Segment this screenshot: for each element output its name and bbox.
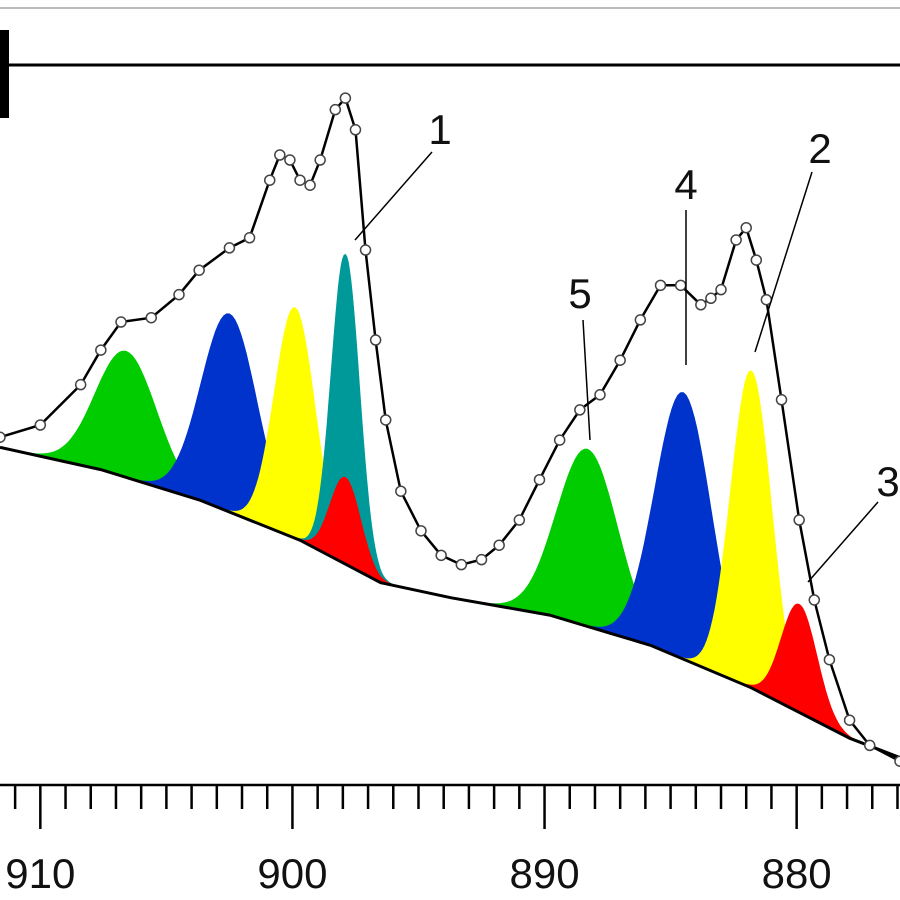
x-tick-label: 880 — [762, 850, 832, 897]
data-point — [274, 149, 286, 161]
data-point — [654, 279, 667, 292]
frame-edge — [0, 30, 9, 118]
data-point — [435, 549, 447, 562]
data-point — [193, 264, 205, 276]
data-point — [173, 288, 185, 301]
data-point — [74, 378, 87, 391]
leader-line — [354, 151, 433, 241]
leader-line — [582, 319, 591, 441]
data-point — [674, 279, 687, 292]
data-point — [775, 394, 788, 406]
data-point — [304, 179, 316, 191]
data-point — [349, 124, 362, 136]
peak-label: 5 — [568, 270, 591, 317]
data-point — [823, 653, 836, 666]
peak-label: 4 — [674, 161, 697, 208]
data-point — [329, 103, 342, 116]
data-point — [115, 316, 127, 328]
data-point — [740, 221, 752, 234]
data-point — [695, 299, 707, 311]
data-point — [339, 92, 352, 104]
background-line — [0, 445, 900, 759]
leader-line — [754, 171, 813, 353]
data-point — [145, 311, 158, 324]
x-tick-label: 890 — [509, 850, 579, 897]
data-point — [594, 389, 606, 401]
data-point — [475, 553, 488, 566]
data-point — [395, 485, 407, 497]
data-point — [705, 292, 717, 305]
data-point — [95, 344, 107, 356]
data-point — [843, 714, 856, 726]
data-point — [294, 174, 306, 186]
data-point — [553, 434, 566, 446]
data-point — [493, 539, 505, 551]
data-point — [223, 242, 236, 254]
data-point — [634, 314, 647, 326]
data-point — [284, 154, 296, 166]
data-point — [513, 514, 526, 526]
peak-label: 2 — [808, 125, 831, 172]
data-point — [34, 419, 47, 431]
data-point — [614, 354, 626, 366]
data-point — [808, 594, 821, 606]
data-point — [379, 414, 392, 426]
data-point — [715, 283, 727, 296]
leader-line — [807, 501, 879, 583]
data-point — [369, 334, 382, 346]
data-point — [574, 404, 586, 416]
data-point — [263, 174, 276, 186]
x-tick-label: 910 — [5, 850, 75, 897]
data-point — [455, 558, 468, 571]
x-tick-label: 900 — [257, 850, 327, 897]
peak-label: 3 — [876, 458, 899, 505]
data-point — [359, 244, 372, 256]
data-point — [863, 739, 876, 752]
data-point — [894, 755, 900, 767]
data-point — [243, 232, 256, 244]
peak-label: 1 — [428, 106, 451, 153]
data-point — [793, 514, 805, 526]
data-point — [415, 525, 427, 537]
data-point — [533, 473, 546, 486]
data-point — [750, 254, 763, 266]
data-point — [730, 234, 742, 246]
data-point — [314, 154, 326, 166]
data-point — [0, 431, 6, 443]
